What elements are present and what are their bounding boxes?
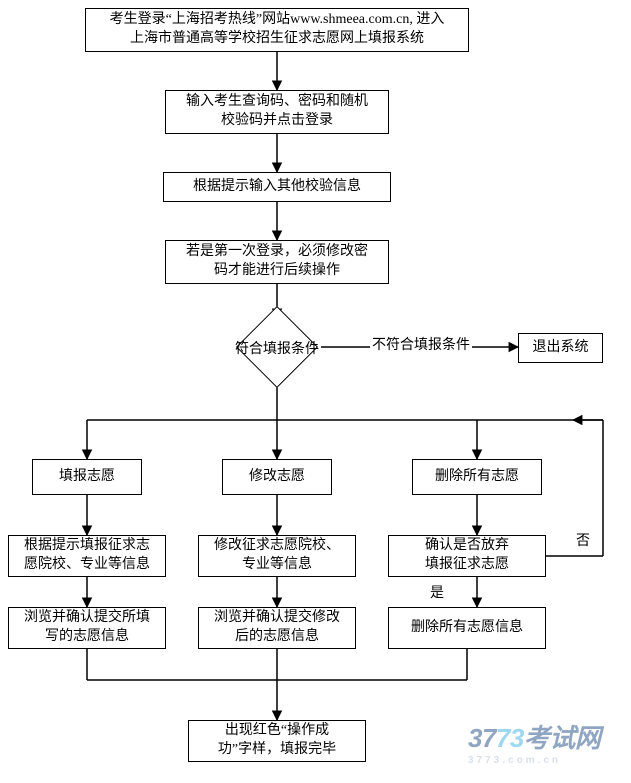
flow-node-n8: 删除所有志愿 bbox=[412, 459, 542, 495]
flow-node-n7: 修改志愿 bbox=[222, 459, 332, 495]
watermark-text: 73 bbox=[496, 723, 524, 753]
flow-node-n14: 删除所有志愿信息 bbox=[388, 607, 546, 649]
edge-label-l1: 不符合填报条件 bbox=[370, 334, 472, 354]
flow-node-n9: 根据提示填报征求志愿院校、专业等信息 bbox=[8, 535, 166, 577]
edge-label-l2: 是 bbox=[428, 582, 446, 602]
flow-node-n2: 输入考生查询码、密码和随机校验码并点击登录 bbox=[165, 90, 389, 134]
flow-node-n10: 修改征求志愿院校、专业等信息 bbox=[198, 535, 356, 577]
flow-node-n5: 退出系统 bbox=[518, 333, 603, 363]
flow-node-n1: 考生登录“上海招考热线”网站www.shmeea.com.cn, 进入上海市普通… bbox=[85, 8, 469, 52]
watermark-url: 3773.com.cn bbox=[468, 755, 600, 766]
flow-node-n13: 浏览并确认提交修改后的志愿信息 bbox=[198, 607, 356, 649]
flow-node-n4: 若是第一次登录，必须修改密码才能进行后续操作 bbox=[165, 240, 389, 284]
watermark-text: 37 bbox=[468, 723, 496, 753]
flow-node-n6: 填报志愿 bbox=[32, 459, 142, 495]
flow-node-n12: 浏览并确认提交所填写的志愿信息 bbox=[8, 607, 166, 649]
flow-node-n3: 根据提示输入其他校验信息 bbox=[163, 172, 391, 202]
watermark-text: 考试网 bbox=[524, 723, 601, 753]
edge-label-l3: 否 bbox=[574, 530, 592, 550]
flow-node-n15: 出现红色“操作成功”字样，填报完毕 bbox=[188, 720, 366, 762]
flow-node-n11: 确认是否放弃填报征求志愿 bbox=[388, 535, 546, 577]
watermark: 3773考试网 3773.com.cn bbox=[468, 718, 600, 766]
decision-diamond bbox=[236, 306, 318, 388]
